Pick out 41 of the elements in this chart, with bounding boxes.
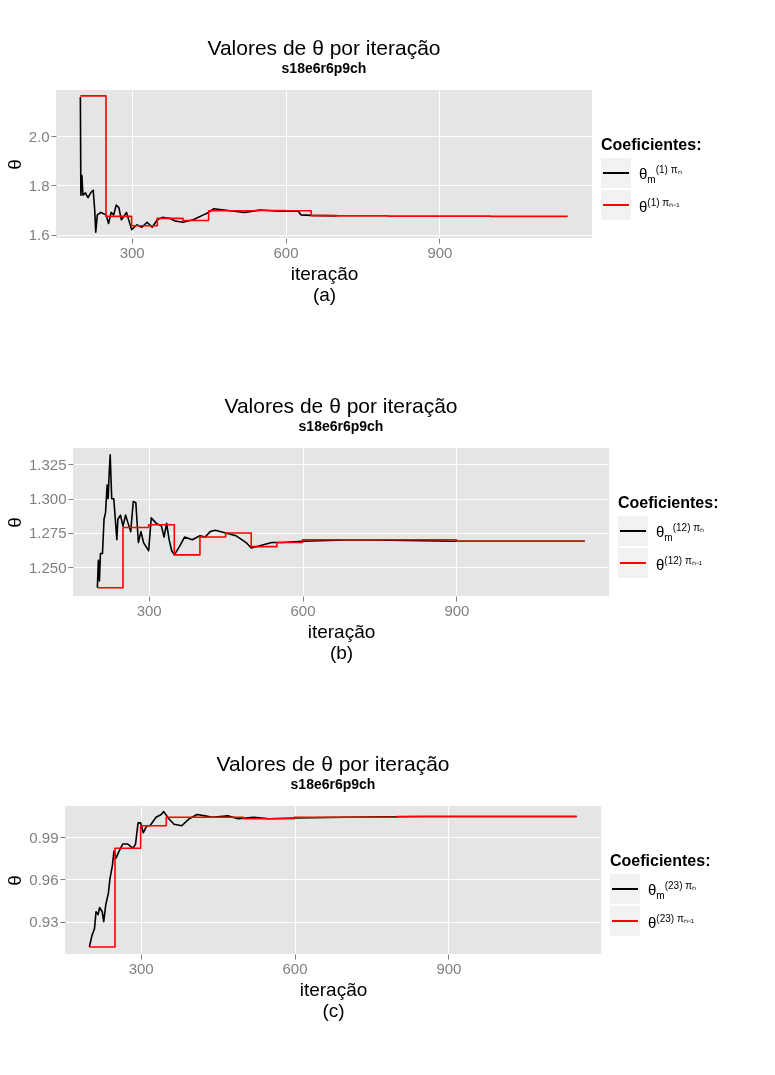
y-tick-label: 1.325 xyxy=(28,455,67,473)
legend-label: θ$^{(1) πₙ₋₁}$ xyxy=(639,196,680,215)
text: (a) xyxy=(312,283,337,305)
y-tick-label: 0.93 xyxy=(29,913,59,931)
x-tick-label: 300 xyxy=(136,601,162,619)
y-tick-label: 2.0 xyxy=(28,127,50,145)
chart-subtitle: s18e6r6p9ch xyxy=(290,776,376,792)
legend-label: θ$^{(12) πₙ₋₁}$ xyxy=(656,554,703,573)
x-tick-label: 900 xyxy=(427,243,453,261)
y-tick-label: 1.300 xyxy=(28,490,67,508)
x-tick-label: 600 xyxy=(282,959,308,977)
chart-title: Valores de θ por iteração xyxy=(224,394,458,417)
legend-title: Coeficientes: xyxy=(618,494,719,512)
y-tick-label: 1.275 xyxy=(28,524,67,542)
x-tick-label: 600 xyxy=(273,243,299,261)
chart-subtitle: s18e6r6p9ch xyxy=(298,418,384,434)
text: (b) xyxy=(329,641,354,663)
y-tick-label: 1.8 xyxy=(28,176,50,194)
y-tick-label: 0.96 xyxy=(29,870,59,888)
x-tick-label: 300 xyxy=(119,243,145,261)
chart-subtitle: s18e6r6p9ch xyxy=(281,60,367,76)
legend-title: Coeficientes: xyxy=(610,852,711,870)
text: (c) xyxy=(322,999,345,1021)
x-tick-label: 300 xyxy=(128,959,154,977)
y-tick-label: 0.99 xyxy=(29,828,59,846)
y-axis-title: θ xyxy=(3,517,25,528)
x-axis-title: iteração xyxy=(307,620,376,642)
y-tick-label: 1.6 xyxy=(28,226,50,244)
x-tick-label: 900 xyxy=(444,601,470,619)
chart-title: Valores de θ por iteração xyxy=(207,36,441,59)
x-axis-title: iteração xyxy=(290,262,359,284)
line-series xyxy=(79,96,338,233)
y-axis-title: θ xyxy=(3,159,25,170)
y-tick-label: 1.250 xyxy=(28,558,67,576)
y-axis-title: θ xyxy=(4,875,26,886)
legend-title: Coeficientes: xyxy=(601,136,702,154)
x-tick-label: 600 xyxy=(290,601,316,619)
x-axis-title: iteração xyxy=(299,978,368,1000)
x-tick-label: 900 xyxy=(436,959,462,977)
chart-title: Valores de θ por iteração xyxy=(216,752,450,775)
legend-label: θ$^{(23) πₙ₋₁}$ xyxy=(648,912,695,931)
